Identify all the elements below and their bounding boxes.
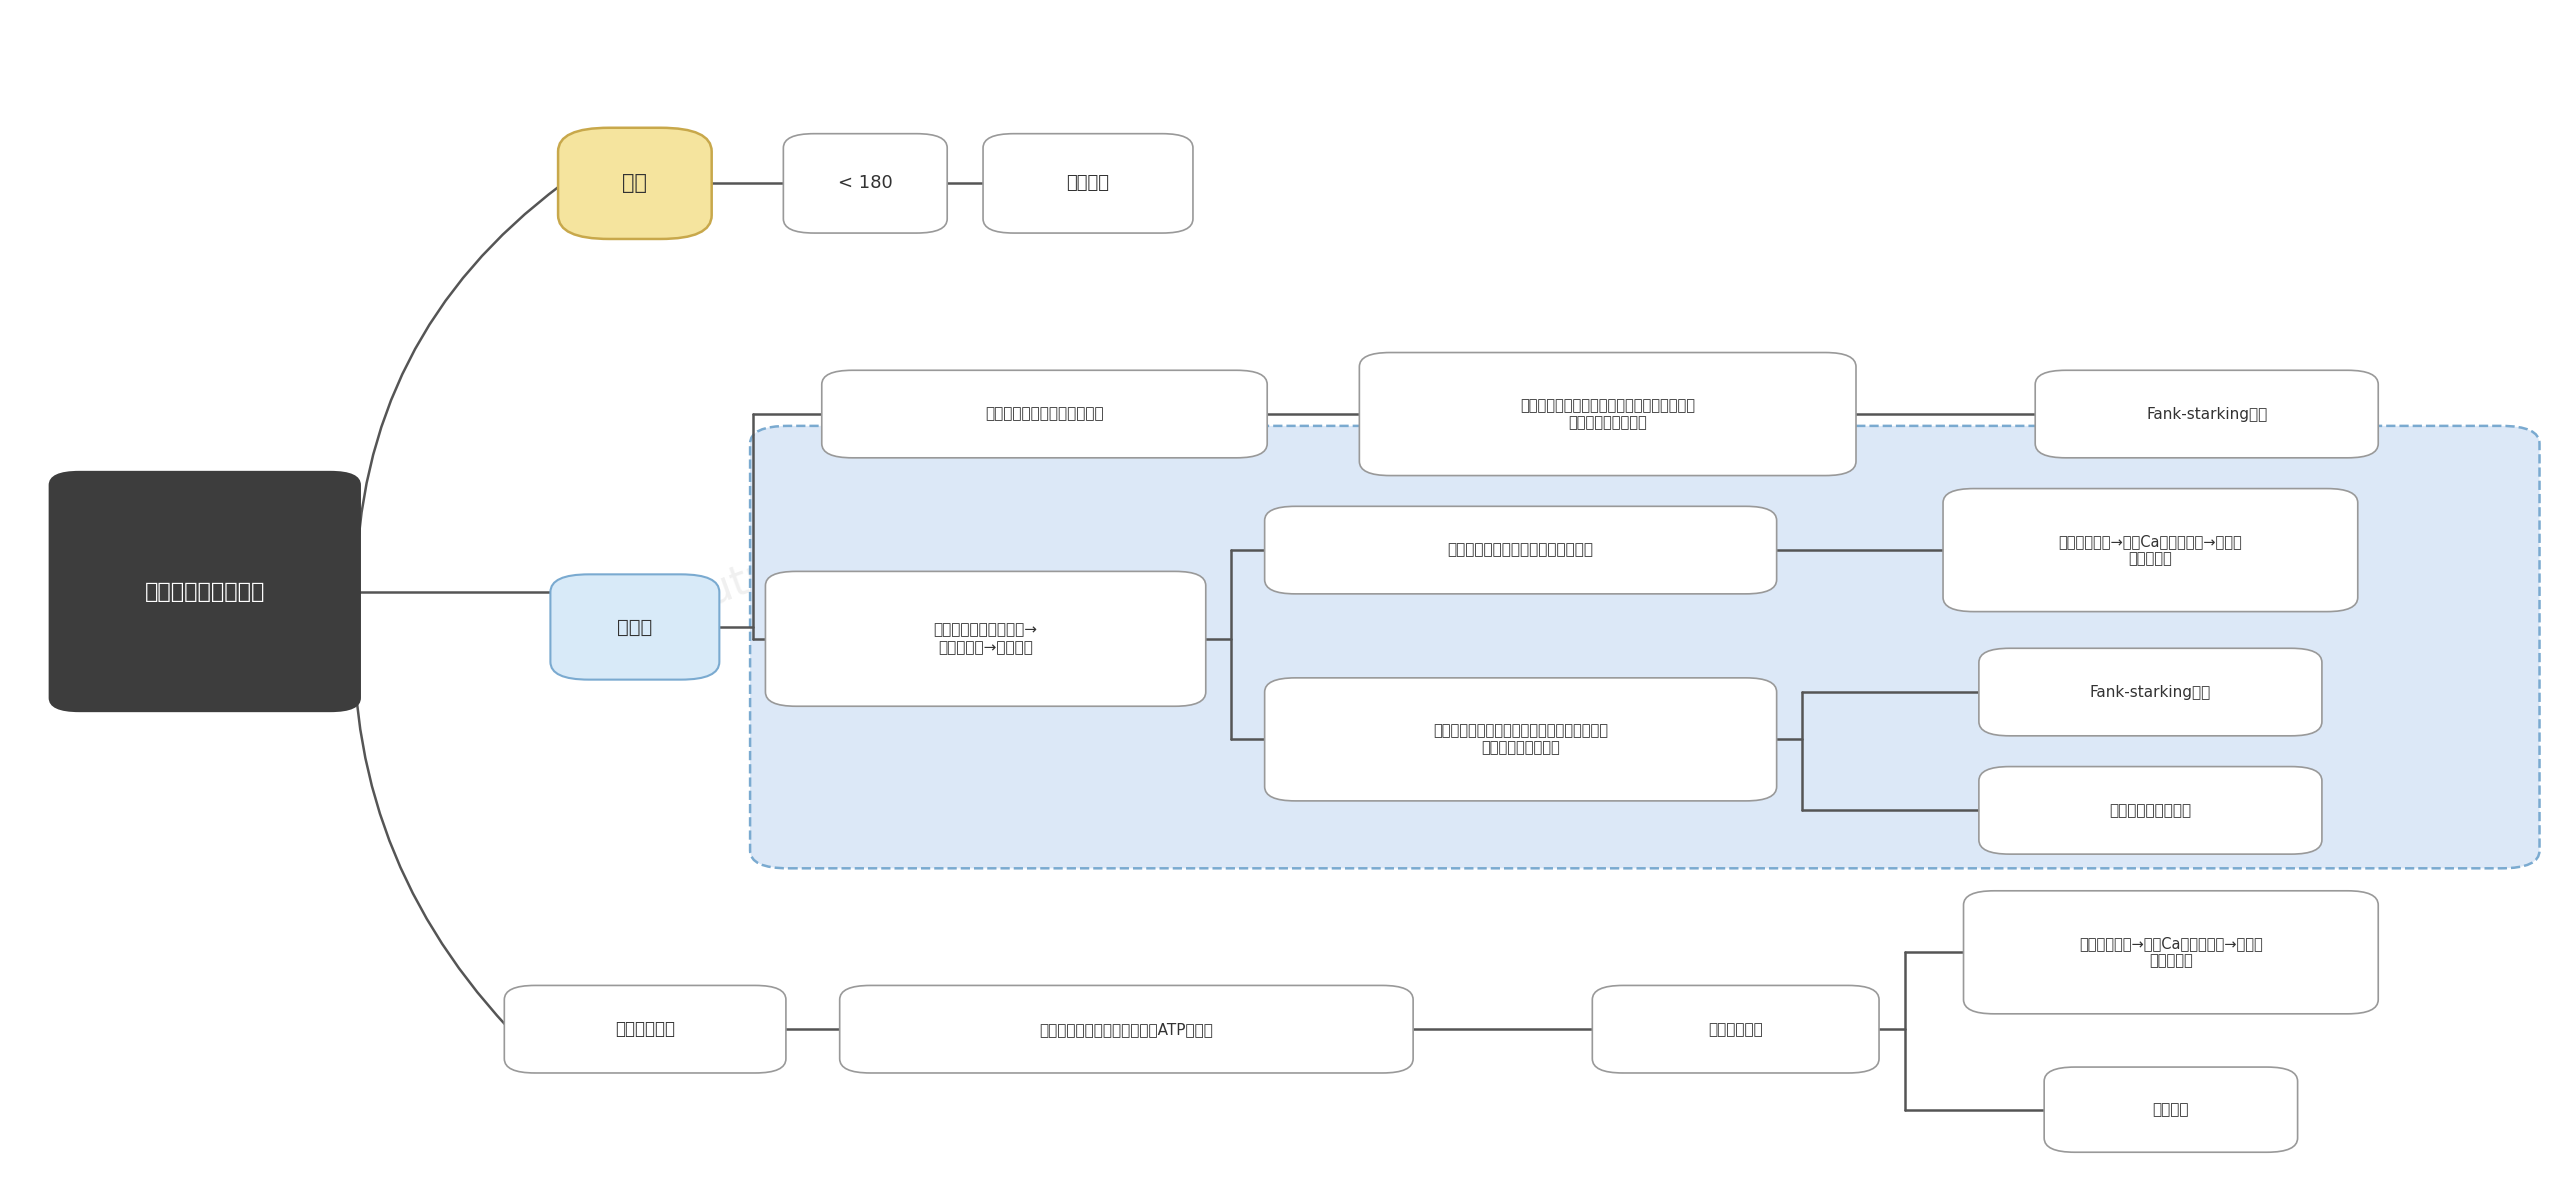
- Text: < 180: < 180: [837, 174, 893, 193]
- Text: 树图 shutu.cn: 树图 shutu.cn: [596, 530, 837, 653]
- FancyBboxPatch shape: [840, 985, 1413, 1073]
- FancyBboxPatch shape: [1265, 506, 1777, 594]
- FancyBboxPatch shape: [1359, 353, 1856, 476]
- FancyBboxPatch shape: [750, 426, 2540, 868]
- FancyBboxPatch shape: [1943, 489, 2358, 612]
- FancyBboxPatch shape: [550, 575, 719, 679]
- FancyBboxPatch shape: [558, 128, 712, 239]
- FancyBboxPatch shape: [504, 985, 786, 1073]
- Text: 等长调节（高血压，心肌收缩能力）: 等长调节（高血压，心肌收缩能力）: [1446, 543, 1595, 557]
- FancyBboxPatch shape: [822, 370, 1267, 458]
- FancyBboxPatch shape: [2043, 1067, 2299, 1152]
- Text: 心肌收缩能力: 心肌收缩能力: [614, 1020, 676, 1039]
- FancyBboxPatch shape: [783, 134, 947, 233]
- Text: 充盈不足: 充盈不足: [1068, 174, 1108, 193]
- Text: 后负荷：动脉血压增加→
搏出量减少→代偿机制: 后负荷：动脉血压增加→ 搏出量减少→代偿机制: [934, 622, 1037, 655]
- Text: 心率: 心率: [622, 174, 648, 193]
- Text: 前负荷（体积）：心房收缩期: 前负荷（体积）：心房收缩期: [986, 407, 1103, 421]
- FancyBboxPatch shape: [2035, 370, 2378, 458]
- FancyBboxPatch shape: [49, 471, 361, 712]
- FancyBboxPatch shape: [1265, 678, 1777, 801]
- Text: 交感神经系统→激活Ca释放入胞浆→增加心
肌收缩能力: 交感神经系统→激活Ca释放入胞浆→增加心 肌收缩能力: [2079, 936, 2263, 969]
- Text: 横桥连接的数目增多: 横桥连接的数目增多: [2109, 803, 2191, 817]
- FancyBboxPatch shape: [765, 571, 1206, 706]
- Text: 激素调节: 激素调节: [2153, 1103, 2189, 1117]
- Text: 异长调节（前负荷改变，对心脏微小搏出量的
调节，体位的改变）: 异长调节（前负荷改变，对心脏微小搏出量的 调节，体位的改变）: [1521, 397, 1695, 431]
- Text: 神经体液调节: 神经体液调节: [1708, 1022, 1764, 1036]
- Text: 影响心输出量的因素: 影响心输出量的因素: [143, 582, 266, 601]
- FancyBboxPatch shape: [1964, 891, 2378, 1014]
- Text: 树图 shutu.cn: 树图 shutu.cn: [1467, 625, 1708, 748]
- FancyBboxPatch shape: [1592, 985, 1879, 1073]
- Text: Fank-starking机制: Fank-starking机制: [2145, 407, 2268, 421]
- Text: 交感神经系统→激活Ca释放入胞浆→增加心
肌收缩能力: 交感神经系统→激活Ca释放入胞浆→增加心 肌收缩能力: [2058, 534, 2243, 567]
- Text: 异长调节（前负荷改变，对心脏微小搏出量的
调节，体位的改变）: 异长调节（前负荷改变，对心脏微小搏出量的 调节，体位的改变）: [1434, 723, 1608, 756]
- FancyBboxPatch shape: [983, 134, 1193, 233]
- Text: 搏出量: 搏出量: [617, 618, 653, 636]
- FancyBboxPatch shape: [1979, 648, 2322, 736]
- FancyBboxPatch shape: [1979, 767, 2322, 854]
- Text: Fank-starking机制: Fank-starking机制: [2089, 685, 2212, 699]
- Text: 活化横桥数目，肌球蛋白头部ATP酶活性: 活化横桥数目，肌球蛋白头部ATP酶活性: [1039, 1022, 1213, 1036]
